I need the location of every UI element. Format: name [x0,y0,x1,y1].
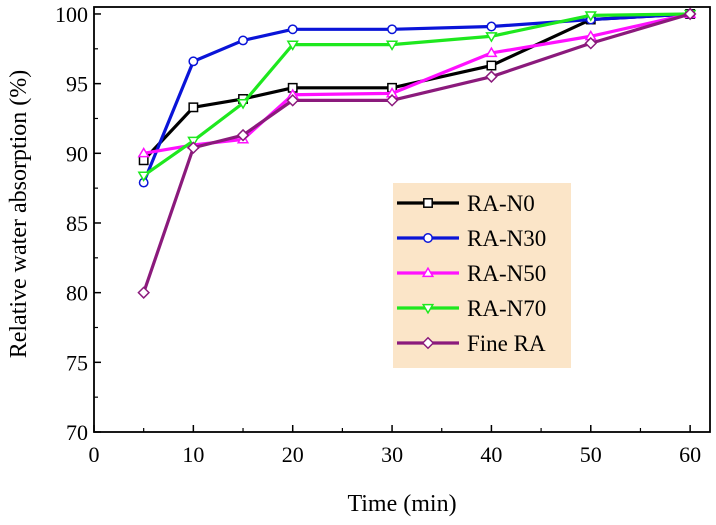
legend-marker [423,198,433,208]
data-point-ra-n70 [584,11,597,22]
legend-entry-ra-n70: RA-N70 [397,296,546,321]
axis-ticks-group: 0 10 20 30 40 50 60 70 75 80 85 90 95 100 [55,2,701,467]
y-tick-label: 75 [66,350,88,375]
plot-frame [93,6,711,433]
series-ra-n50 [137,7,697,158]
data-point-ra-n50 [137,147,150,158]
series-fine-ra [137,7,697,299]
legend-label: RA-N70 [467,296,546,321]
series-line-ra-n30 [142,12,691,184]
legend-label: RA-N0 [467,191,535,216]
legend-label: RA-N50 [467,261,546,286]
legend-marker [421,336,435,350]
data-point-fine-ra [584,36,598,50]
legend-marker [421,266,435,278]
y-axis-title: Relative water absorption (%) [6,70,32,359]
data-point-ra-n0 [486,60,497,71]
data-point-fine-ra [385,94,399,107]
legend-marker [423,233,433,243]
data-point-fine-ra [236,128,250,142]
data-point-ra-n70 [137,171,150,182]
data-point-fine-ra [286,94,300,107]
x-tick-label: 40 [480,442,502,467]
y-tick-label: 70 [66,420,88,445]
data-point-ra-n0 [188,102,199,113]
data-point-ra-n70 [485,32,498,43]
data-point-ra-n30 [287,24,298,35]
data-point-ra-n30 [238,35,248,46]
legend-background [393,183,571,368]
legend-marker [421,303,435,315]
series-line-ra-n70 [142,12,691,177]
data-point-fine-ra [485,70,498,83]
y-tick-label: 85 [66,211,88,236]
x-tick-label: 60 [679,442,701,467]
legend-entry-fine-ra: Fine RA [397,331,546,356]
legend-label: RA-N30 [467,226,546,251]
y-tick-label: 95 [66,72,88,97]
legend-entry-ra-n0: RA-N0 [397,191,535,216]
legend-entry-ra-n50: RA-N50 [397,261,546,286]
y-tick-label: 90 [66,141,88,166]
data-point-fine-ra [187,141,200,155]
series-line-ra-n0 [142,12,691,162]
data-point-fine-ra [137,286,150,299]
x-tick-label: 30 [381,442,403,467]
x-tick-label: 50 [580,442,602,467]
plot-series-group [137,7,697,299]
legend-entry-ra-n30: RA-N30 [397,226,546,251]
data-point-fine-ra [683,7,697,21]
data-point-ra-n30 [387,24,398,35]
series-line-ra-n50 [143,12,691,155]
series-line-fine-ra [142,12,691,294]
data-point-ra-n70 [286,40,299,51]
data-point-ra-n30 [486,21,497,32]
data-point-ra-n70 [236,99,250,110]
data-point-ra-n70 [385,40,399,51]
y-tick-label: 80 [66,281,88,306]
y-tick-label: 100 [55,2,88,27]
data-point-ra-n30 [188,56,199,67]
legend: RA-N0 RA-N30 RA-N50 RA-N70 Fine RA [393,183,571,368]
x-axis-title: Time (min) [347,491,456,517]
x-tick-label: 10 [182,442,204,467]
legend-label: Fine RA [467,331,546,356]
x-tick-label: 20 [282,442,304,467]
x-tick-label: 0 [89,442,100,467]
data-point-ra-n50 [485,46,498,58]
